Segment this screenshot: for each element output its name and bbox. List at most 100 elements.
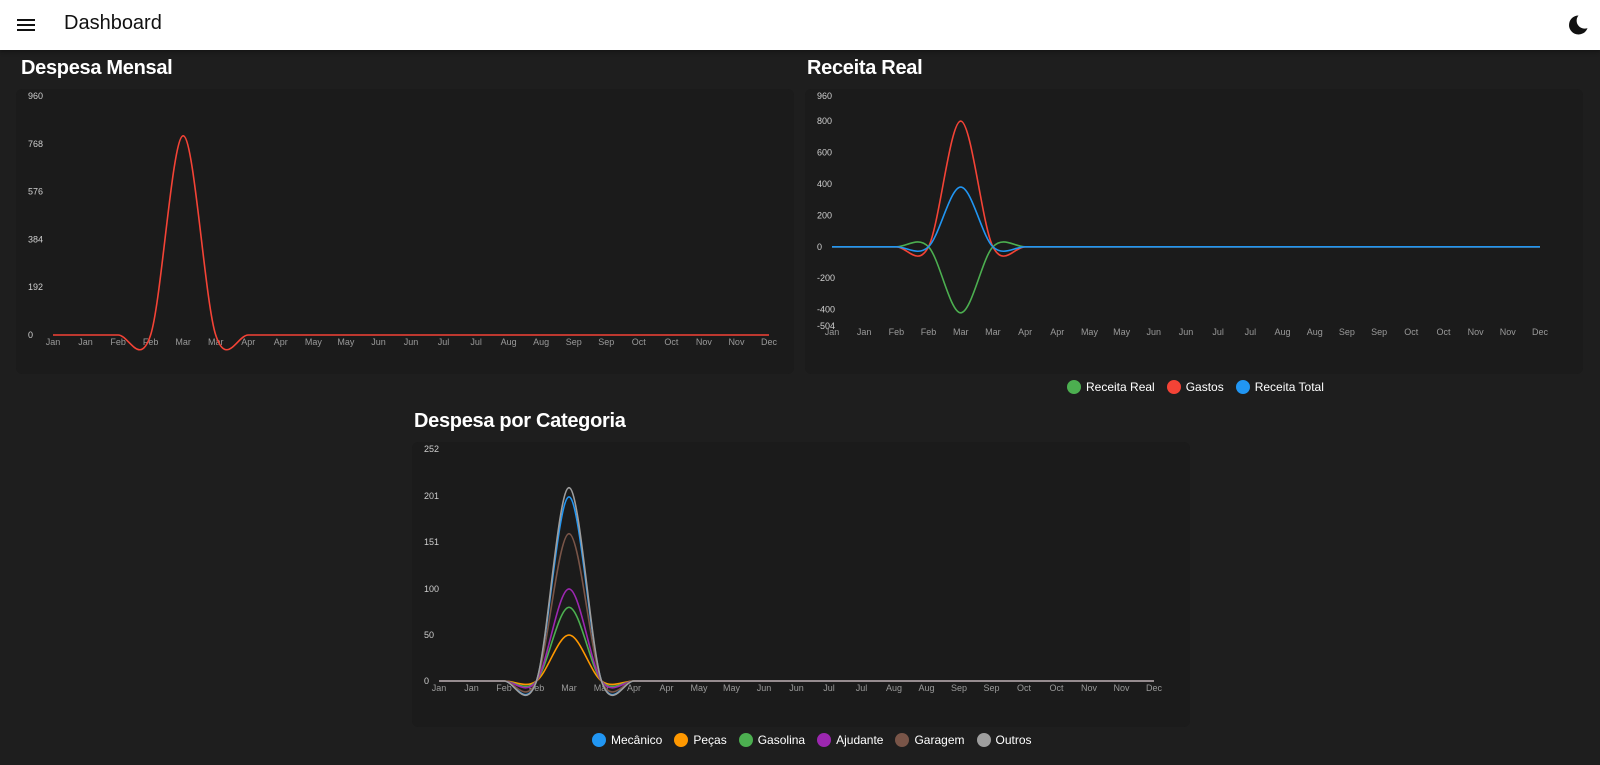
x-tick-label: Mar	[561, 683, 577, 693]
x-tick-label: Nov	[1468, 327, 1485, 337]
legend-label: Garagem	[914, 733, 965, 747]
x-tick-label: Oct	[664, 337, 679, 347]
x-tick-label: Jan	[825, 327, 840, 337]
x-tick-label: Feb	[529, 683, 545, 693]
series-line-gastos	[832, 120, 1540, 257]
y-tick-label: 576	[28, 187, 43, 197]
x-tick-label: Sep	[1339, 327, 1355, 337]
x-tick-label: Dec	[1532, 327, 1549, 337]
y-tick-label: 100	[424, 584, 439, 594]
x-tick-label: Jan	[464, 683, 479, 693]
x-tick-label: Nov	[696, 337, 713, 347]
legend-dot-icon	[976, 733, 991, 747]
x-tick-label: Feb	[496, 683, 512, 693]
legend-item-pecas[interactable]: Peças	[674, 733, 727, 747]
series-line-outros	[439, 486, 1154, 697]
chart-panel-receita-real: -504 -400 -200 0 200 400 600 800 960 Jan Jan Feb Feb…	[805, 89, 1583, 374]
x-tick-label: May	[1113, 327, 1131, 337]
x-tick-label: Apr	[1050, 327, 1064, 337]
menu-icon[interactable]	[14, 13, 38, 37]
legend-dot-icon	[674, 733, 689, 747]
y-tick-label: 50	[424, 630, 434, 640]
legend-label: Peças	[693, 733, 727, 747]
x-tick-label: Oct	[1436, 327, 1451, 337]
legend-item-receita-total[interactable]: Receita Total	[1235, 380, 1324, 394]
x-tick-label: Jun	[371, 337, 386, 347]
x-tick-label: May	[723, 683, 741, 693]
legend-dot-icon	[1166, 380, 1181, 394]
legend-item-receita-real[interactable]: Receita Real	[1067, 380, 1155, 394]
legend-label: Ajudante	[836, 733, 884, 747]
x-tick-label: Sep	[598, 337, 614, 347]
legend-item-gasolina[interactable]: Gasolina	[738, 733, 806, 747]
legend-label: Gastos	[1185, 380, 1224, 394]
legend-receita-real: Receita Real Gastos Receita Total	[1067, 380, 1324, 394]
x-tick-label: Oct	[632, 337, 647, 347]
x-tick-label: Dec	[761, 337, 778, 347]
series-line-mecanico	[439, 496, 1154, 696]
x-tick-label: Mar	[594, 683, 610, 693]
legend-dot-icon	[895, 733, 910, 747]
y-tick-label: -400	[817, 305, 835, 315]
x-tick-label: Feb	[110, 337, 126, 347]
x-tick-label: Jan	[857, 327, 872, 337]
series-line-series-0	[52, 134, 769, 351]
x-tick-label: Jul	[438, 337, 450, 347]
x-tick-label: Feb	[889, 327, 905, 337]
legend-item-gastos[interactable]: Gastos	[1166, 380, 1224, 394]
chart-title-despesa-categoria: Despesa por Categoria	[414, 410, 626, 432]
x-tick-label: Oct	[1017, 683, 1032, 693]
y-tick-label: 151	[424, 537, 439, 547]
x-tick-label: Dec	[1146, 683, 1163, 693]
x-tick-label: Aug	[501, 337, 517, 347]
x-tick-label: Apr	[659, 683, 673, 693]
x-tick-label: Mar	[175, 337, 191, 347]
x-tick-label: Mar	[208, 337, 224, 347]
x-tick-label: May	[690, 683, 708, 693]
y-tick-label: 201	[424, 491, 439, 501]
x-tick-label: Sep	[1371, 327, 1387, 337]
y-tick-label: 192	[28, 282, 43, 292]
x-tick-label: Apr	[241, 337, 255, 347]
legend-item-mecanico[interactable]: Mecânico	[592, 733, 662, 747]
x-tick-label: Aug	[533, 337, 549, 347]
legend-item-garagem[interactable]: Garagem	[895, 733, 965, 747]
x-tick-label: Jul	[1212, 327, 1224, 337]
y-tick-label: 200	[817, 210, 832, 220]
legend-dot-icon	[817, 733, 832, 747]
chart-despesa-categoria: 0 50 100 151 201 252 Jan Jan Feb Feb Mar Mar Apr Apr M…	[424, 444, 1163, 697]
y-tick-label: 960	[28, 91, 43, 101]
x-tick-label: Jun	[757, 683, 772, 693]
y-tick-label: 0	[817, 242, 822, 252]
x-tick-label: Nov	[1113, 683, 1130, 693]
x-tick-label: Jan	[46, 337, 61, 347]
legend-label: Mecânico	[611, 733, 663, 747]
y-tick-label: 600	[817, 148, 832, 158]
legend-dot-icon	[1067, 380, 1081, 394]
chart-receita-real: -504 -400 -200 0 200 400 600 800 960 Jan Jan Feb Feb…	[817, 91, 1549, 337]
legend-dot-icon	[1235, 380, 1250, 394]
x-tick-label: Feb	[921, 327, 937, 337]
x-tick-label: Sep	[566, 337, 582, 347]
x-tick-label: Aug	[918, 683, 934, 693]
x-tick-label: Jun	[404, 337, 419, 347]
x-tick-label: Apr	[274, 337, 288, 347]
x-tick-label: Apr	[627, 683, 641, 693]
x-tick-label: Apr	[1018, 327, 1032, 337]
legend-item-ajudante[interactable]: Ajudante	[817, 733, 883, 747]
legend-dot-icon	[738, 733, 753, 747]
x-tick-label: Jul	[470, 337, 482, 347]
x-tick-label: Aug	[1307, 327, 1323, 337]
y-tick-label: 800	[817, 116, 832, 126]
legend-item-outros[interactable]: Outros	[976, 733, 1032, 747]
legend-label: Gasolina	[757, 733, 806, 747]
x-tick-label: Jun	[789, 683, 804, 693]
x-tick-label: Oct	[1404, 327, 1419, 337]
app-bar: Dashboard	[0, 0, 1600, 50]
x-tick-label: Aug	[886, 683, 902, 693]
x-tick-label: Nov	[728, 337, 745, 347]
y-tick-label: 768	[28, 139, 43, 149]
x-tick-label: Feb	[143, 337, 159, 347]
chart-title-despesa-mensal: Despesa Mensal	[21, 57, 173, 79]
moon-icon[interactable]	[1566, 13, 1590, 37]
